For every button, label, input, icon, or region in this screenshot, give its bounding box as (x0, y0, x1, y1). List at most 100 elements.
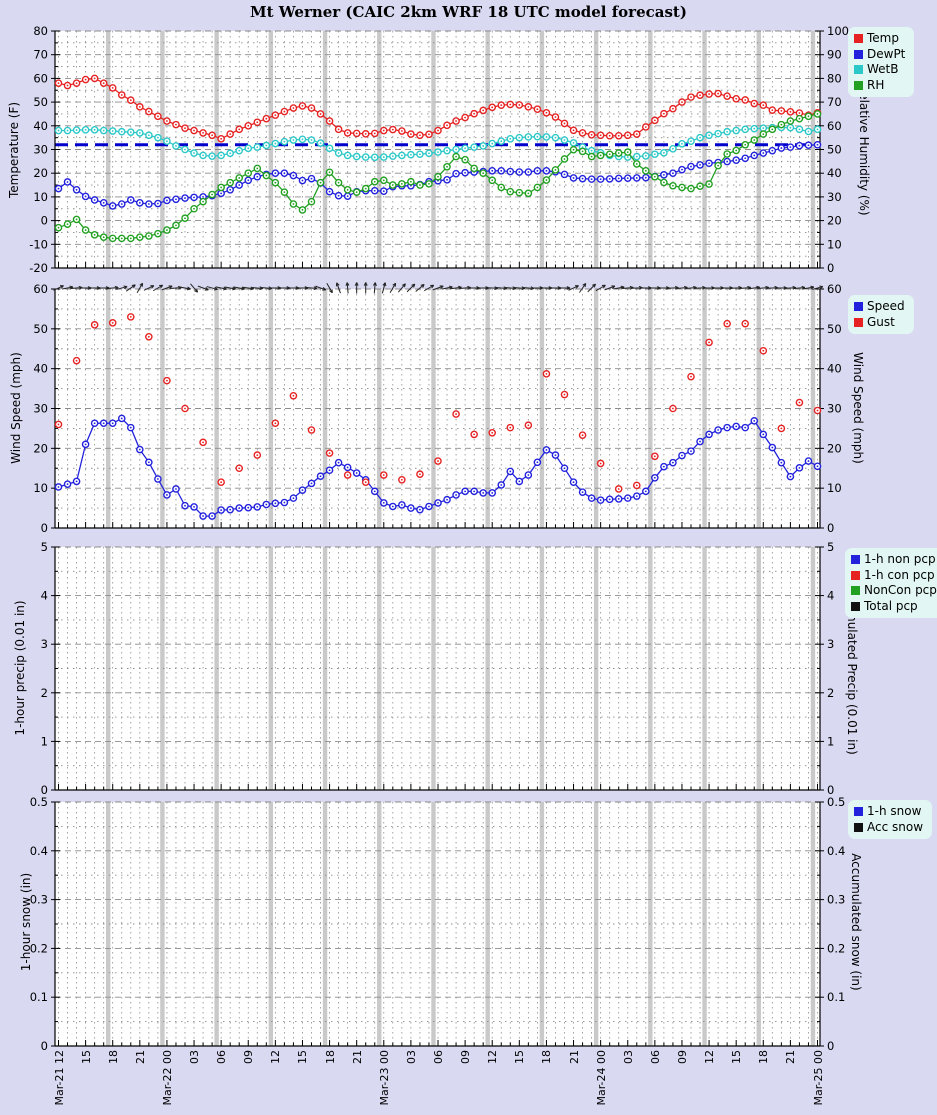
y-tick-label-left: 4 (41, 589, 48, 603)
legend-swatch (851, 570, 860, 580)
legend-swatch (854, 65, 863, 75)
snow-right-axis-title: Accumulated snow (in) (849, 853, 863, 991)
legend-label: Gust (867, 314, 895, 329)
y-tick-label-left: 0 (41, 783, 48, 796)
y-tick-label-right: 0.4 (827, 844, 845, 858)
wind-left-axis-title: Wind Speed (mph) (9, 352, 23, 464)
wind-right-axis-title: Wind Speed (mph) (851, 352, 865, 464)
legend-item: NonCon pcp (851, 583, 937, 599)
y-tick-label-left: 0 (41, 1039, 48, 1052)
legend-label: RH (867, 77, 885, 92)
wind-direction-arrows (53, 282, 824, 294)
y-tick-label-left: 0 (41, 214, 48, 228)
y-tick-label-left: 0 (41, 521, 48, 534)
legend-swatch (854, 302, 863, 312)
x-tick-label: 03 (188, 1050, 202, 1064)
x-tick-label: 09 (459, 1050, 473, 1064)
x-tick-label: 18 (323, 1050, 337, 1064)
legend-swatch (851, 586, 860, 596)
y-tick-label-right: 50 (827, 322, 842, 336)
series-temp (54, 74, 822, 143)
series-rh (54, 110, 822, 243)
y-tick-label-right: 20 (827, 214, 842, 228)
y-tick-label-left: 50 (33, 95, 48, 109)
x-tick-label: 12 (269, 1050, 283, 1064)
y-tick-label-left: 1 (41, 734, 48, 748)
y-tick-label-right: 2 (827, 686, 834, 700)
legend-label: Speed (867, 299, 905, 313)
y-tick-label-right: 70 (827, 95, 842, 109)
y-tick-label-right: 4 (827, 589, 834, 603)
wind-legend: Speed Gust (848, 295, 914, 335)
x-tick-label: 21 (784, 1050, 798, 1064)
legend-item: 1-h non pcp (851, 552, 937, 568)
x-tick-label: 18 (757, 1050, 771, 1064)
y-tick-label-left: -10 (29, 237, 48, 251)
y-tick-label-right: 5 (827, 540, 834, 554)
x-tick-label: 12 (486, 1050, 500, 1064)
y-tick-label-right: 0 (827, 521, 834, 534)
x-tick-label: 06 (432, 1050, 445, 1064)
wind-panel-plot: 0 0 10 10 20 20 30 30 40 40 50 50 60 60 (33, 282, 842, 534)
y-tick-label-left: 30 (33, 143, 48, 157)
x-tick-label: 09 (675, 1050, 689, 1064)
legend-swatch (854, 807, 863, 817)
gridlines (55, 801, 820, 1047)
y-tick-label-left: 50 (33, 322, 48, 336)
y-tick-label-left: -20 (29, 261, 48, 275)
series-wetb (54, 123, 822, 162)
snow-left-axis-title: 1-hour snow (in) (19, 872, 33, 972)
y-tick-label-right: 0 (827, 261, 834, 275)
snow-panel-plot: 0 0 0.1 0.1 0.2 0.2 0.3 0.3 0.4 0.4 0.5 0.5 (30, 796, 846, 1052)
legend-label: Total pcp (864, 598, 918, 613)
y-tick-label-left: 0.5 (30, 796, 48, 809)
y-tick-label-left: 0.3 (30, 893, 48, 907)
legend-swatch (854, 81, 863, 91)
humidity-axis-title: Relative Humidity (%) (857, 84, 871, 216)
y-tick-label-left: 3 (41, 637, 48, 651)
y-tick-label-left: 30 (33, 402, 48, 416)
x-axis-labels: Mar-21 12 15 18 21 Mar-22 00 03 06 09 12 15 18 21 Ma… (0, 1046, 937, 1115)
legend-label: NonCon pcp (864, 583, 937, 598)
y-tick-label-left: 20 (33, 166, 48, 180)
y-tick-label-left: 10 (33, 481, 48, 495)
y-tick-label-left: 0.1 (30, 990, 48, 1004)
precip-legend: 1-h non pcp 1-h con pcp NonCon pcp Total pc… (845, 548, 937, 619)
y-tick-label-right: 60 (827, 282, 842, 296)
y-tick-label-left: 40 (33, 362, 48, 376)
legend-item: Total pcp (851, 599, 937, 615)
x-tick-label: 21 (133, 1050, 147, 1064)
y-tick-label-right: 40 (827, 166, 842, 180)
x-tick-label: 21 (567, 1050, 581, 1064)
axes: 0 0 1 1 2 2 3 3 4 4 5 5 (41, 540, 835, 796)
y-tick-label-left: 0.4 (30, 844, 48, 858)
legend-item: Speed (854, 299, 905, 315)
x-tick-label: 15 (730, 1050, 744, 1064)
series-dewpt (54, 140, 822, 210)
legend-swatch (851, 602, 860, 612)
y-tick-label-right: 10 (827, 237, 842, 251)
y-tick-label-right: 100 (827, 24, 849, 38)
y-tick-label-left: 40 (33, 119, 48, 133)
y-tick-label-left: 70 (33, 48, 48, 62)
y-tick-label-right: 40 (827, 362, 842, 376)
x-tick-label: 06 (215, 1050, 229, 1064)
legend-swatch (854, 34, 863, 44)
x-tick-label: 18 (106, 1050, 120, 1064)
temperature-axis-title: Temperature (F) (7, 101, 21, 199)
legend-item: 1-h snow (854, 804, 923, 820)
y-tick-label-left: 60 (33, 71, 48, 85)
x-tick-label: 15 (296, 1050, 310, 1064)
legend-label: DewPt (867, 46, 906, 61)
y-tick-label-left: 80 (33, 24, 48, 38)
legend-swatch (854, 49, 863, 59)
legend-item: Acc snow (854, 820, 923, 836)
precip-panel-plot: 0 0 1 1 2 2 3 3 4 4 5 5 (41, 540, 835, 796)
legend-label: 1-h non pcp (864, 552, 936, 566)
x-tick-label: 21 (350, 1050, 364, 1064)
legend-item: 1-h con pcp (851, 568, 937, 584)
legend-swatch (851, 555, 860, 565)
legend-item: Temp (854, 31, 905, 47)
